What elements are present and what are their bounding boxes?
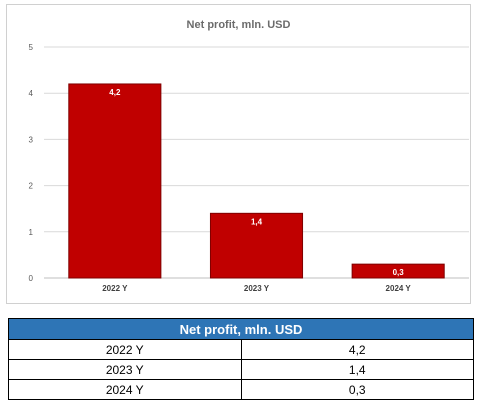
y-tick-label: 4 [29, 89, 34, 98]
bar [351, 263, 445, 279]
row-value: 4,2 [240, 339, 474, 360]
table-row: 2024 Y 0,3 [8, 379, 474, 400]
table-row: 2022 Y 4,2 [8, 339, 474, 360]
y-tick-label: 2 [29, 182, 34, 191]
y-tick-label: 0 [29, 274, 34, 283]
data-table: Net profit, mln. USD 2022 Y 4,2 2023 Y 1… [8, 318, 474, 400]
bar-chart: 0 1 2 3 4 5 4,2 2022 Y 1,4 2023 Y 0,3 2024 Y [29, 43, 469, 293]
row-value: 0,3 [240, 379, 474, 400]
row-value: 1,4 [240, 359, 474, 380]
x-tick-label: 2022 Y [102, 284, 128, 293]
chart-title: Net profit, mln. USD [186, 19, 291, 31]
chart-frame: 0 1 2 3 4 5 4,2 2022 Y 1,4 2023 Y 0,3 2024 Y Net pr… [6, 4, 471, 304]
table-row: 2023 Y 1,4 [8, 359, 474, 380]
x-tick-label: 2024 Y [386, 284, 412, 293]
bar [68, 83, 162, 279]
bar [209, 212, 304, 279]
row-label: 2023 Y [8, 359, 242, 380]
y-tick-label: 5 [29, 43, 34, 52]
data-label: 4,2 [109, 88, 121, 97]
y-tick-label: 1 [29, 228, 34, 237]
table-header: Net profit, mln. USD [8, 318, 474, 340]
data-label: 1,4 [251, 217, 263, 226]
row-label: 2022 Y [8, 339, 242, 360]
row-label: 2024 Y [8, 379, 242, 400]
data-label: 0,3 [393, 268, 405, 277]
table-header-row: Net profit, mln. USD [8, 318, 474, 340]
y-tick-label: 3 [29, 135, 34, 144]
x-tick-label: 2023 Y [244, 284, 270, 293]
